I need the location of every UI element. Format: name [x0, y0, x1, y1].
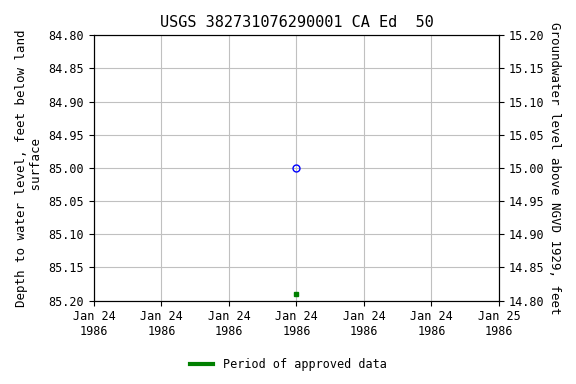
Legend: Period of approved data: Period of approved data	[185, 354, 391, 376]
Title: USGS 382731076290001 CA Ed  50: USGS 382731076290001 CA Ed 50	[160, 15, 433, 30]
Y-axis label: Groundwater level above NGVD 1929, feet: Groundwater level above NGVD 1929, feet	[548, 22, 561, 314]
Y-axis label: Depth to water level, feet below land
 surface: Depth to water level, feet below land su…	[15, 29, 43, 307]
